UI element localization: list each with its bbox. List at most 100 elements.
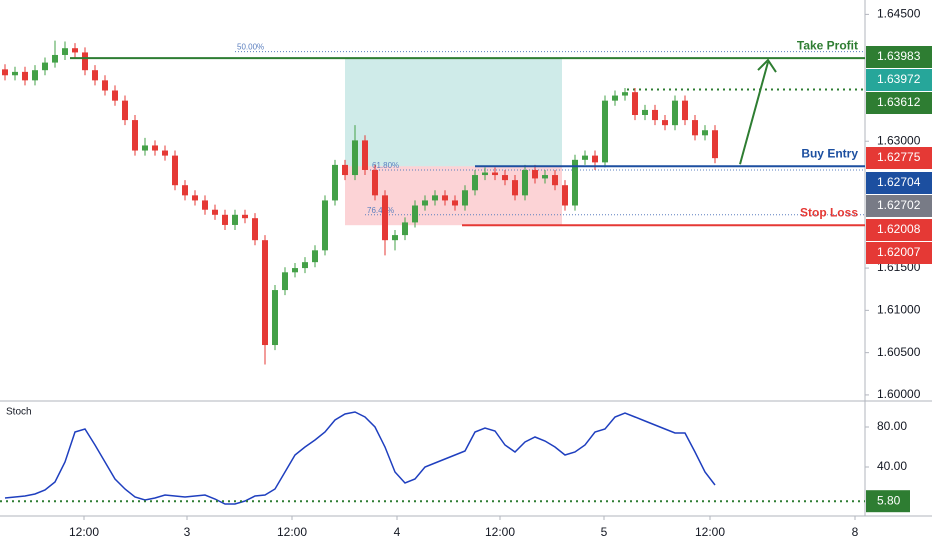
candle-body [372, 169, 378, 196]
level-label: Stop Loss [800, 205, 858, 219]
candle-body [502, 175, 508, 181]
stoch-tag [866, 490, 910, 513]
candle-body [52, 54, 58, 63]
candle-body [462, 190, 468, 206]
candle-body [572, 159, 578, 206]
candle-body [282, 272, 288, 291]
candle-body [542, 175, 548, 179]
y-tick-label: 80.00 [877, 419, 907, 433]
candle-body [562, 185, 568, 206]
candle-body [592, 155, 598, 163]
price-tag-label: 1.63612 [877, 95, 921, 109]
candle-body [442, 195, 448, 201]
price-tag-label: 1.62008 [877, 222, 921, 236]
candle-body [672, 100, 678, 126]
candle-body [692, 120, 698, 136]
candle-body [152, 145, 158, 151]
candle-body [472, 175, 478, 191]
candle-body [662, 120, 668, 126]
y-tick-label: 1.63000 [877, 133, 921, 147]
candle-body [182, 185, 188, 196]
candle-body [622, 92, 628, 96]
x-tick-label: 3 [184, 525, 191, 539]
candle-body [352, 140, 358, 176]
price-tag-label: 1.63972 [877, 72, 921, 86]
level-label: Buy Entry [801, 146, 858, 160]
candle-body [582, 155, 588, 160]
candle-body [62, 48, 68, 55]
candle-body [632, 92, 638, 116]
candle-body [712, 130, 718, 159]
price-tag [866, 147, 932, 169]
x-tick-label: 12:00 [69, 525, 99, 539]
candle-body [642, 109, 648, 116]
candle-body [482, 172, 488, 176]
stoch-line [4, 411, 716, 505]
candle-body [332, 164, 338, 201]
price-tag-label: 1.62702 [877, 198, 921, 212]
x-tick-label: 4 [394, 525, 401, 539]
candle-body [72, 48, 78, 53]
candle-body [112, 90, 118, 101]
y-tick-label: 1.64500 [877, 7, 921, 21]
candle-body [312, 250, 318, 263]
candle-body [32, 70, 38, 81]
candle-body [242, 214, 248, 219]
candle-body [322, 200, 328, 251]
candle-body [492, 172, 498, 176]
fib-label: 61.80% [372, 161, 399, 170]
candle-body [532, 169, 538, 179]
candle-body [262, 240, 268, 346]
candle-body [342, 164, 348, 176]
price-tag [866, 219, 932, 241]
candle-body [162, 150, 168, 156]
y-tick-label: 40.00 [877, 459, 907, 473]
candle-body [452, 200, 458, 206]
candle-body [192, 195, 198, 201]
candle-body [142, 145, 148, 151]
candle-body [652, 109, 658, 121]
price-tag [866, 69, 932, 91]
candle-body [402, 222, 408, 236]
candle-body [82, 52, 88, 71]
fib-label: 50.00% [237, 43, 264, 52]
arrow [739, 58, 777, 165]
price-tag-label: 1.62704 [877, 175, 921, 189]
candle-body [362, 140, 368, 170]
candle-body [92, 70, 98, 81]
candle-body [252, 218, 258, 241]
candle-body [122, 100, 128, 121]
candle-body [292, 268, 298, 273]
x-tick-label: 12:00 [485, 525, 515, 539]
candle-body [702, 130, 708, 136]
candle-body [512, 180, 518, 196]
candle-body [612, 95, 618, 101]
candle-body [212, 209, 218, 215]
candle-body [222, 214, 228, 225]
candle-body [302, 262, 308, 269]
candle-body [422, 200, 428, 206]
candle-body [382, 195, 388, 241]
price-tag-label: 1.62775 [877, 150, 921, 164]
price-tag [866, 92, 932, 114]
price-tag [866, 242, 932, 264]
y-tick-label: 1.61000 [877, 303, 921, 317]
candle-body [102, 80, 108, 91]
price-tag-label: 1.63983 [877, 49, 921, 63]
candle-body [522, 169, 528, 196]
candle-body [2, 69, 8, 76]
price-tag [866, 46, 932, 68]
price-tag [866, 195, 932, 217]
pane-title: Stoch [6, 407, 32, 418]
candle-body [202, 200, 208, 210]
fib-label: 76.40% [367, 206, 394, 215]
target-zone [345, 58, 562, 167]
price-tag-label: 1.62007 [877, 245, 921, 259]
x-tick-label: 5 [601, 525, 608, 539]
candle-body [12, 71, 18, 76]
y-tick-label: 1.60000 [877, 387, 921, 401]
x-tick-label: 12:00 [695, 525, 725, 539]
candle-body [602, 100, 608, 163]
candle-body [552, 175, 558, 186]
